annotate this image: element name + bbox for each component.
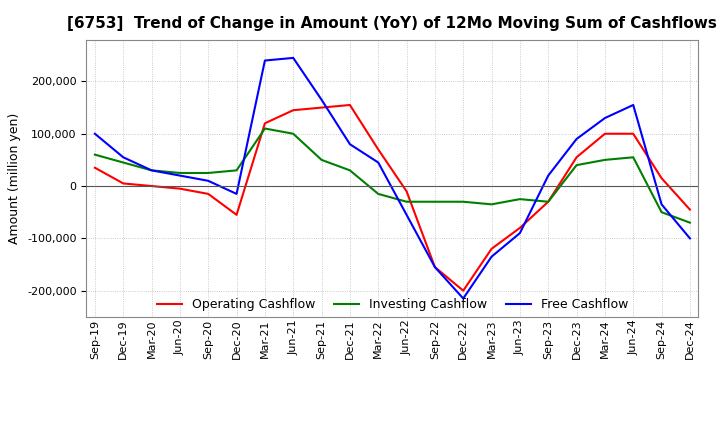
Operating Cashflow <box>685 207 694 212</box>
Line: Operating Cashflow: Operating Cashflow <box>95 105 690 291</box>
Operating Cashflow <box>204 191 212 197</box>
Free Cashflow <box>629 103 637 108</box>
Investing Cashflow <box>318 157 326 162</box>
Investing Cashflow <box>233 168 241 173</box>
Investing Cashflow <box>544 199 552 204</box>
Investing Cashflow <box>431 199 439 204</box>
Investing Cashflow <box>657 209 666 215</box>
Investing Cashflow <box>487 202 496 207</box>
Free Cashflow <box>346 142 354 147</box>
Investing Cashflow <box>204 170 212 176</box>
Line: Free Cashflow: Free Cashflow <box>95 58 690 298</box>
Operating Cashflow <box>148 183 156 189</box>
Free Cashflow <box>685 236 694 241</box>
Investing Cashflow <box>685 220 694 225</box>
Operating Cashflow <box>629 131 637 136</box>
Operating Cashflow <box>346 103 354 108</box>
Investing Cashflow <box>600 157 609 162</box>
Title: [6753]  Trend of Change in Amount (YoY) of 12Mo Moving Sum of Cashflows: [6753] Trend of Change in Amount (YoY) o… <box>68 16 717 32</box>
Operating Cashflow <box>516 225 524 231</box>
Free Cashflow <box>402 212 411 217</box>
Operating Cashflow <box>487 246 496 251</box>
Free Cashflow <box>261 58 269 63</box>
Operating Cashflow <box>374 147 382 152</box>
Operating Cashflow <box>459 288 467 293</box>
Free Cashflow <box>600 115 609 121</box>
Investing Cashflow <box>629 154 637 160</box>
Investing Cashflow <box>148 168 156 173</box>
Operating Cashflow <box>119 181 127 186</box>
Y-axis label: Amount (million yen): Amount (million yen) <box>9 113 22 244</box>
Operating Cashflow <box>176 186 184 191</box>
Operating Cashflow <box>289 107 297 113</box>
Operating Cashflow <box>261 121 269 126</box>
Free Cashflow <box>148 168 156 173</box>
Free Cashflow <box>572 136 581 142</box>
Operating Cashflow <box>572 154 581 160</box>
Line: Investing Cashflow: Investing Cashflow <box>95 128 690 223</box>
Free Cashflow <box>374 160 382 165</box>
Free Cashflow <box>516 231 524 236</box>
Investing Cashflow <box>176 170 184 176</box>
Free Cashflow <box>119 154 127 160</box>
Free Cashflow <box>91 131 99 136</box>
Operating Cashflow <box>233 212 241 217</box>
Investing Cashflow <box>402 199 411 204</box>
Operating Cashflow <box>544 199 552 204</box>
Free Cashflow <box>176 173 184 178</box>
Investing Cashflow <box>516 197 524 202</box>
Investing Cashflow <box>261 126 269 131</box>
Investing Cashflow <box>346 168 354 173</box>
Free Cashflow <box>459 296 467 301</box>
Investing Cashflow <box>374 191 382 197</box>
Operating Cashflow <box>657 176 666 181</box>
Operating Cashflow <box>600 131 609 136</box>
Investing Cashflow <box>289 131 297 136</box>
Free Cashflow <box>204 178 212 183</box>
Free Cashflow <box>657 202 666 207</box>
Free Cashflow <box>431 264 439 270</box>
Operating Cashflow <box>91 165 99 170</box>
Operating Cashflow <box>318 105 326 110</box>
Free Cashflow <box>544 173 552 178</box>
Free Cashflow <box>318 97 326 103</box>
Investing Cashflow <box>119 160 127 165</box>
Investing Cashflow <box>572 162 581 168</box>
Free Cashflow <box>233 191 241 197</box>
Operating Cashflow <box>431 264 439 270</box>
Investing Cashflow <box>91 152 99 158</box>
Operating Cashflow <box>402 189 411 194</box>
Legend: Operating Cashflow, Investing Cashflow, Free Cashflow: Operating Cashflow, Investing Cashflow, … <box>152 293 633 316</box>
Free Cashflow <box>487 254 496 259</box>
Investing Cashflow <box>459 199 467 204</box>
Free Cashflow <box>289 55 297 61</box>
